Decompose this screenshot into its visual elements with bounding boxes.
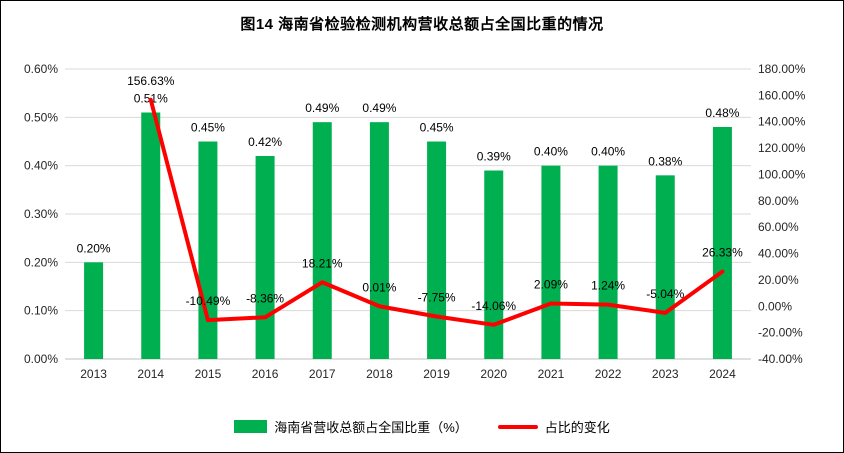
bar-label-2019: 0.45% <box>420 121 454 135</box>
chart-title: 图14 海南省检验检测机构营收总额占全国比重的情况 <box>240 16 604 33</box>
left-axis-tick: 0.20% <box>24 255 58 269</box>
right-axis-tick: 20.00% <box>758 273 799 287</box>
bar-label-2024: 0.48% <box>705 106 739 120</box>
right-axis-tick: 100.00% <box>758 167 806 181</box>
bar-label-2015: 0.45% <box>191 121 225 135</box>
bar-2024 <box>712 127 732 359</box>
right-axis-tick: 120.00% <box>758 141 806 155</box>
left-axis-tick: 0.40% <box>24 159 58 173</box>
bar-label-2023: 0.38% <box>648 154 682 168</box>
x-axis-label: 2016 <box>252 367 279 381</box>
bar-2014 <box>141 112 161 359</box>
line-series <box>148 97 725 327</box>
right-axis-tick: 40.00% <box>758 247 799 261</box>
x-axis-label: 2020 <box>480 367 507 381</box>
line-label-2015: -10.49% <box>186 294 231 308</box>
bar-2015 <box>198 141 218 359</box>
right-axis-tick: 180.00% <box>758 62 806 76</box>
bar-2022 <box>598 165 618 359</box>
x-axis-label: 2014 <box>137 367 164 381</box>
x-axis-label: 2013 <box>80 367 107 381</box>
x-axis-label: 2018 <box>366 367 393 381</box>
x-axis-label: 2023 <box>652 367 679 381</box>
right-axis-tick: -20.00% <box>758 326 803 340</box>
line-label-2024: 26.33% <box>702 246 743 260</box>
line-label-2023: -5.04% <box>646 287 684 301</box>
chart-canvas: 0.00% 0.10% 0.20% 0.30% 0.40% 0.50% 0.60% -40.0… <box>24 62 806 381</box>
right-axis-tick: 80.00% <box>758 194 799 208</box>
bar-2018 <box>369 122 389 360</box>
right-axis-tick: 60.00% <box>758 220 799 234</box>
legend: 海南省营收总额占全国比重（%） 占比的变化 <box>1 417 843 436</box>
bar-2023 <box>655 175 675 359</box>
bar-2016 <box>255 156 275 359</box>
line-label-2014: 156.63% <box>127 74 175 88</box>
bar-label-2016: 0.42% <box>248 135 282 149</box>
bar-2013 <box>84 262 104 359</box>
left-axis-tick: 0.60% <box>24 62 58 76</box>
line-label-2019: -7.75% <box>418 290 456 304</box>
bar-label-2018: 0.49% <box>362 101 396 115</box>
bar-series-swatch-icon <box>234 420 268 433</box>
bar-label-2021: 0.40% <box>534 145 568 159</box>
x-axis-label: 2021 <box>538 367 565 381</box>
line-label-2016: -8.36% <box>246 291 284 305</box>
right-axis-tick: 140.00% <box>758 115 806 129</box>
x-axis-label: 2024 <box>709 367 736 381</box>
bar-2019 <box>427 141 447 359</box>
left-axis-tick: 0.10% <box>24 304 58 318</box>
line-series-label: 占比的变化 <box>544 420 610 435</box>
bar-label-2013: 0.20% <box>77 241 111 255</box>
line-label-2021: 2.09% <box>534 278 568 292</box>
left-axis-tick: 0.00% <box>24 352 58 366</box>
line-label-2018: 0.01% <box>362 280 396 294</box>
line-label-2022: 1.24% <box>591 279 625 293</box>
right-axis-tick: -40.00% <box>758 352 803 366</box>
x-axis-label: 2015 <box>195 367 222 381</box>
bar-label-2017: 0.49% <box>305 101 339 115</box>
right-axis-tick: 0.00% <box>758 299 792 313</box>
legend-item-bar-series: 海南省营收总额占全国比重（%） <box>234 417 468 436</box>
bar-2021 <box>541 165 561 359</box>
left-axis-tick: 0.50% <box>24 110 58 124</box>
x-axis-label: 2022 <box>595 367 622 381</box>
line-label-2017: 18.21% <box>302 256 343 270</box>
bar-series-label: 海南省营收总额占全国比重（%） <box>274 420 468 435</box>
x-axis-label: 2019 <box>423 367 450 381</box>
bar-label-2020: 0.39% <box>477 150 511 164</box>
bar-2017 <box>312 122 332 360</box>
right-axis-tick: 160.00% <box>758 88 806 102</box>
x-axis-label: 2017 <box>309 367 336 381</box>
left-axis-tick: 0.30% <box>24 207 58 221</box>
bar-2020 <box>484 170 504 359</box>
line-series-swatch-icon <box>497 424 538 429</box>
legend-item-line-series: 占比的变化 <box>497 417 610 436</box>
line-label-2020: -14.06% <box>471 299 516 313</box>
bar-label-2022: 0.40% <box>591 145 625 159</box>
